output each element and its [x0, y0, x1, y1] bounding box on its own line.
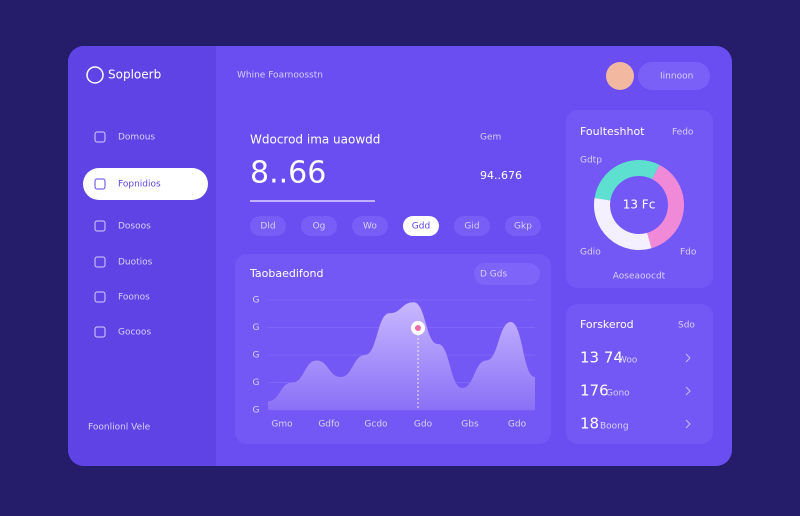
nav-item[interactable]: Domous	[118, 133, 155, 143]
donut-center: 13 Fc	[623, 198, 656, 212]
nav-icon[interactable]	[94, 131, 106, 143]
sidebar	[68, 46, 216, 466]
summary-secondary: 94..676	[480, 169, 522, 182]
x-tick-label: Gmo	[271, 420, 293, 430]
list-label[interactable]: Boong	[600, 422, 629, 432]
list-title: Forskerod	[580, 318, 634, 331]
trend-control-label: D Gds	[480, 270, 507, 280]
pill-label[interactable]: Gkp	[514, 222, 532, 232]
user-button[interactable]	[638, 62, 710, 90]
x-tick-label: Gdo	[414, 420, 433, 430]
nav-icon[interactable]	[94, 256, 106, 268]
cursor-dot-inner	[415, 325, 421, 331]
x-tick-label: Gdfo	[318, 420, 340, 430]
trend-title: Taobaedifond	[249, 267, 323, 280]
list-menu: Sdo	[678, 321, 695, 331]
nav-icon[interactable]	[94, 178, 106, 190]
list-label[interactable]: Gono	[606, 389, 630, 399]
pill[interactable]	[352, 216, 388, 236]
chevron[interactable]	[685, 353, 691, 363]
donut-segment	[646, 164, 684, 249]
trend-control[interactable]	[474, 263, 540, 285]
nav-item[interactable]: Duotios	[118, 258, 153, 268]
list-label[interactable]: Woo	[618, 356, 638, 366]
nav-item[interactable]: Fopnidios	[118, 180, 161, 190]
donut-label: Gdtp	[580, 156, 602, 166]
donut-title: Foulteshhot	[580, 125, 645, 138]
pill[interactable]	[301, 216, 337, 236]
chevron[interactable]	[685, 386, 691, 396]
nav-item[interactable]: Dosoos	[118, 222, 151, 232]
header: Whine Foarnoosstn	[237, 71, 323, 81]
y-tick-label: G	[253, 351, 260, 361]
pill[interactable]	[250, 216, 286, 236]
pill-label[interactable]: Og	[313, 222, 326, 232]
logo: Soploerb	[108, 68, 161, 82]
nav-icon[interactable]	[94, 326, 106, 338]
sidebar-footer: Foonlionl Vele	[88, 423, 151, 433]
donut-card	[566, 110, 713, 288]
area	[268, 302, 535, 410]
pill-label[interactable]: Wo	[363, 222, 377, 232]
nav-item[interactable]: Foonos	[118, 293, 150, 303]
list-value[interactable]: 18	[580, 415, 599, 433]
summary-title: Wdocrod ima uaowdd	[250, 133, 380, 147]
pill-label[interactable]: Dld	[260, 222, 275, 232]
summary-menu: Gem	[480, 133, 501, 143]
pill-label[interactable]: Gdd	[412, 222, 430, 232]
pill[interactable]	[505, 216, 541, 236]
donut-segment	[594, 197, 652, 250]
donut-segment	[594, 160, 660, 201]
summary-value: 8..66	[250, 156, 326, 191]
donut-menu: Fedo	[672, 128, 694, 138]
donut-footer: Aoseaoocdt	[613, 272, 666, 282]
x-tick-label: Gcdo	[364, 420, 388, 430]
nav-icon[interactable]	[94, 291, 106, 303]
list-value[interactable]: 176	[580, 382, 609, 400]
y-tick-label: G	[253, 323, 260, 333]
list-card	[566, 304, 713, 444]
active-nav[interactable]	[83, 168, 208, 200]
x-tick-label: Gbs	[461, 420, 479, 430]
pill[interactable]	[403, 216, 439, 236]
avatar[interactable]	[606, 62, 634, 90]
logo-icon	[86, 66, 104, 84]
underline	[250, 200, 375, 202]
nav-icon[interactable]	[94, 220, 106, 232]
pill-label[interactable]: Gid	[464, 222, 479, 232]
nav-item[interactable]: Gocoos	[118, 328, 151, 338]
donut-label: Fdo	[680, 248, 697, 258]
y-tick-label: G	[253, 296, 260, 306]
donut-label: Gdio	[580, 248, 601, 258]
x-tick-label: Gdo	[508, 420, 527, 430]
y-tick-label: G	[253, 406, 260, 416]
chevron[interactable]	[685, 419, 691, 429]
y-tick-label: G	[253, 378, 260, 388]
pill[interactable]	[454, 216, 490, 236]
user-label: Iinnoon	[660, 72, 693, 82]
list-value[interactable]: 13 74	[580, 349, 623, 367]
